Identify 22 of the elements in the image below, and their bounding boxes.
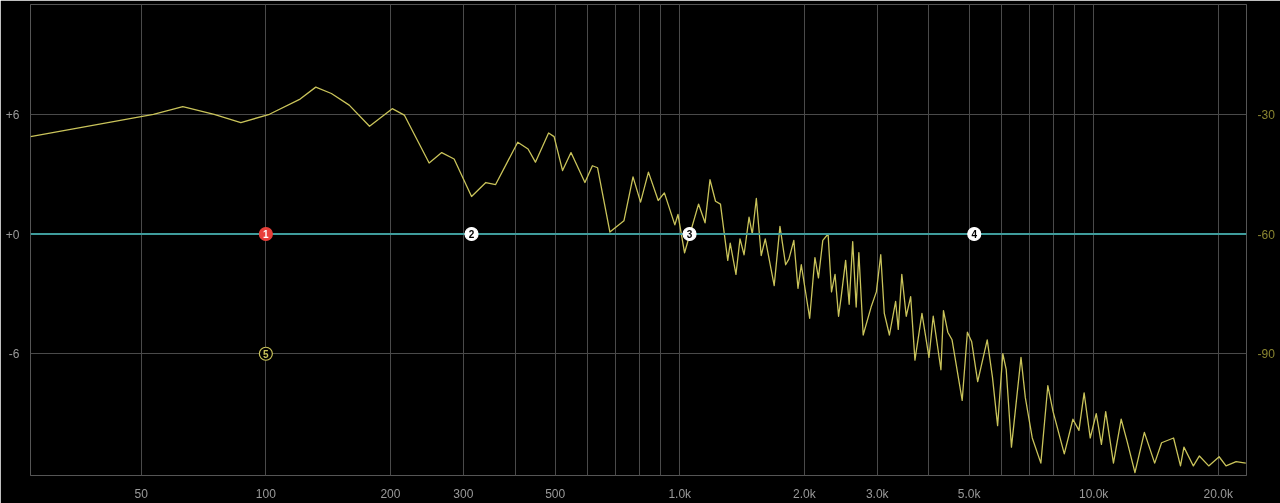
x-tick-label: 2.0k: [793, 486, 817, 501]
y-tick-label: -6: [8, 347, 20, 362]
annotation: 4: [971, 229, 978, 241]
y-tick-label: +6: [5, 107, 20, 122]
x-tick-label: 10.0k: [1079, 486, 1110, 501]
x-tick-label: 5.0k: [957, 486, 982, 501]
x-tick-label: 200: [380, 486, 401, 501]
y2-tick-label: -30: [1257, 107, 1276, 122]
x-tick-label: 20.0k: [1203, 486, 1234, 501]
y2-tick-label: -90: [1257, 347, 1276, 362]
annotation: 1: [263, 229, 270, 241]
x-tick-label: 1.0k: [668, 486, 693, 501]
x-tick-label: 100: [255, 486, 277, 501]
x-tick-label: 50: [134, 486, 149, 501]
x-tick-label: 500: [545, 486, 566, 501]
y2-tick-label: -60: [1257, 227, 1276, 242]
annotation: 3: [686, 229, 693, 241]
x-tick-label: 300: [453, 486, 474, 501]
y-tick-label: +0: [5, 227, 20, 242]
annotation: 5: [263, 348, 270, 360]
x-tick-label: 3.0k: [865, 486, 890, 501]
annotation: 2: [468, 229, 475, 241]
